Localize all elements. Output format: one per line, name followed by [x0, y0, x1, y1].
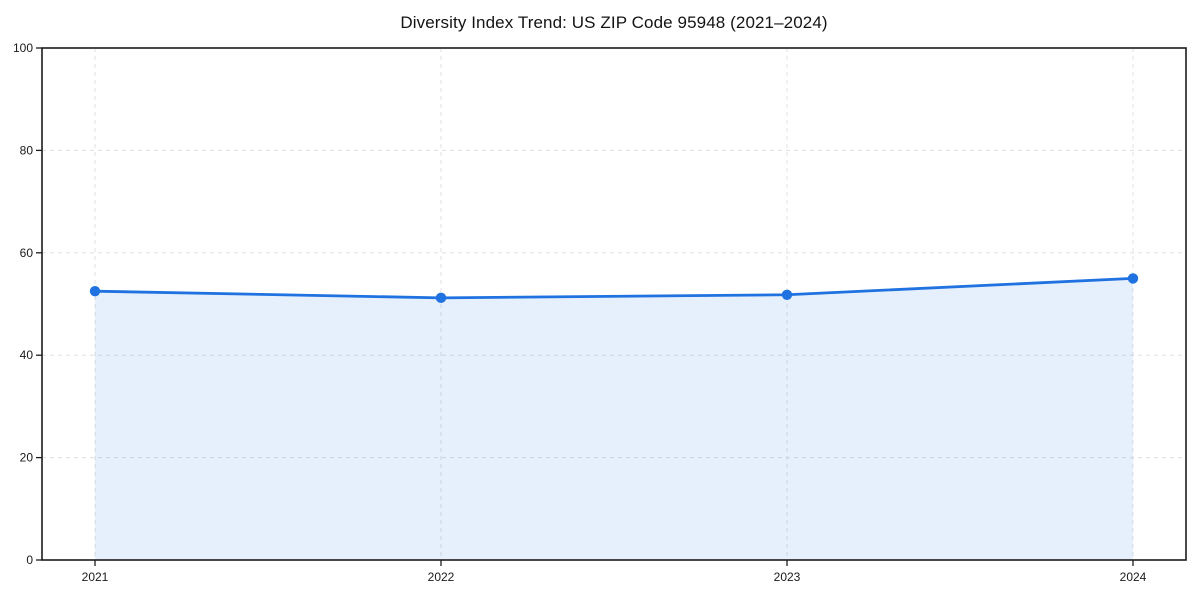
data-point: [435, 292, 447, 304]
axes-spines: [41, 47, 1187, 561]
x-tick-label: 2021: [82, 570, 109, 584]
data-point: [1127, 273, 1139, 284]
area-fill: [95, 278, 1133, 560]
x-tick-label: 2022: [428, 570, 455, 584]
x-tick-label: 2024: [1120, 570, 1147, 584]
trend-line: [93, 277, 1135, 300]
y-tick-label: 60: [20, 246, 34, 260]
data-point: [89, 286, 101, 297]
y-tick-label: 100: [13, 41, 33, 55]
y-tick-label: 80: [20, 143, 34, 157]
y-tick-label: 40: [20, 348, 34, 362]
chart-title: Diversity Index Trend: US ZIP Code 95948…: [400, 13, 828, 32]
y-tick-label: 20: [20, 451, 34, 465]
data-point: [781, 289, 793, 300]
x-tick-label: 2023: [774, 570, 801, 584]
y-tick-label: 0: [26, 553, 33, 567]
